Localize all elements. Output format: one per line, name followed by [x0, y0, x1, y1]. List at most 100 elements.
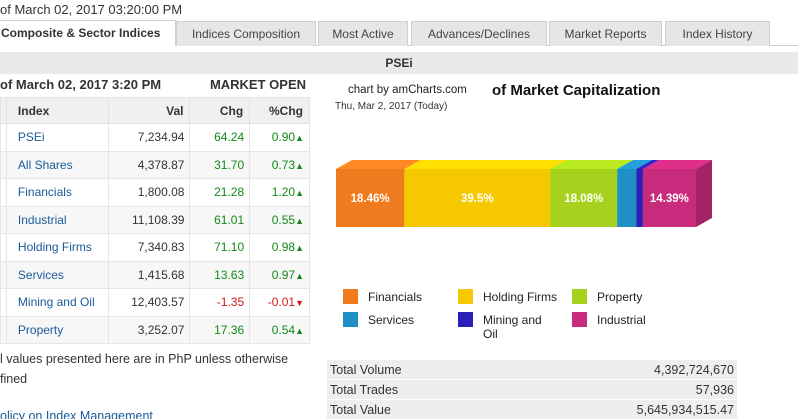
- index-link[interactable]: Mining and Oil: [5, 288, 109, 317]
- index-link[interactable]: Property: [5, 315, 109, 344]
- up-arrow-icon: ▲: [295, 215, 304, 226]
- index-value: 1,415.68: [107, 260, 191, 289]
- bar-segment-industrial[interactable]: 14.39%: [642, 160, 712, 227]
- up-arrow-icon: ▲: [295, 133, 304, 144]
- market-stats: Total Volume 4,392,724,670 Total Trades …: [327, 360, 737, 419]
- index-change: 71.10: [189, 233, 251, 262]
- stat-total-value: Total Value 5,645,934,515.47: [327, 400, 737, 419]
- chart-date: Thu, Mar 2, 2017 (Today): [335, 101, 448, 112]
- legend-swatch[interactable]: [458, 312, 473, 327]
- bar-data-label: 39.5%: [461, 193, 494, 205]
- index-change: 17.36: [189, 315, 251, 344]
- table-row: Property 3,252.07 17.36 0.54▲: [0, 315, 310, 344]
- legend-swatch[interactable]: [343, 312, 358, 327]
- stat-label: Total Trades: [330, 383, 399, 397]
- index-change: 13.63: [189, 260, 251, 289]
- index-change: 21.28: [189, 178, 251, 207]
- chart-title: of Market Capitalization: [492, 82, 661, 99]
- legend-label[interactable]: Financials: [368, 290, 423, 304]
- up-arrow-icon: ▲: [295, 325, 304, 336]
- up-arrow-icon: ▲: [295, 188, 304, 199]
- index-value: 11,108.39: [107, 205, 191, 234]
- table-date: of March 02, 2017 3:20 PM: [0, 77, 162, 92]
- index-change: 61.01: [189, 205, 251, 234]
- tab-index-history[interactable]: Index History: [665, 21, 770, 46]
- chart-credit[interactable]: chart by amCharts.com: [348, 84, 467, 96]
- table-row: PSEi 7,234.94 64.24 0.90▲: [0, 123, 310, 152]
- stat-value: 57,936: [695, 383, 734, 397]
- table-row: Holding Firms 7,340.83 71.10 0.98▲: [0, 233, 310, 262]
- col-header-chg: Chg: [189, 97, 251, 124]
- stat-value: 4,392,724,670: [654, 363, 734, 377]
- table-row: Services 1,415.68 13.63 0.97▲: [0, 260, 310, 289]
- legend-swatch[interactable]: [343, 289, 358, 304]
- table-row: Industrial 11,108.39 61.01 0.55▲: [0, 205, 310, 234]
- stat-value: 5,645,934,515.47: [636, 403, 734, 417]
- legend-swatch[interactable]: [458, 289, 473, 304]
- index-change: -1.35: [189, 288, 251, 317]
- col-header-pchg: %Chg: [249, 97, 310, 124]
- stat-label: Total Value: [330, 403, 391, 417]
- table-row: All Shares 4,378.87 31.70 0.73▲: [0, 150, 310, 179]
- index-pct-change: 0.55▲: [249, 205, 310, 234]
- up-arrow-icon: ▲: [295, 243, 304, 254]
- down-arrow-icon: ▼: [295, 298, 304, 309]
- index-value: 7,340.83: [107, 233, 191, 262]
- tab-bar: Composite & Sector Indices Indices Compo…: [0, 20, 798, 46]
- footnote: l values presented here are in PhP unles…: [0, 352, 289, 386]
- legend-label[interactable]: Industrial: [597, 313, 646, 327]
- tab-indices-composition[interactable]: Indices Composition: [176, 21, 316, 46]
- index-value: 3,252.07: [107, 315, 191, 344]
- bar-data-label: 18.46%: [351, 193, 390, 205]
- tab-most-active[interactable]: Most Active: [318, 21, 408, 46]
- index-link[interactable]: Services: [5, 260, 109, 289]
- index-pct-change: 0.97▲: [249, 260, 310, 289]
- stat-total-volume: Total Volume 4,392,724,670: [327, 360, 737, 380]
- index-value: 4,378.87: [107, 150, 191, 179]
- bar-segment-holding-firms[interactable]: 39.5%: [404, 160, 567, 227]
- index-pct-change: -0.01▼: [249, 288, 310, 317]
- legend-label[interactable]: Services: [368, 313, 415, 327]
- col-header-index: Index: [5, 97, 109, 124]
- bar-data-label: 14.39%: [650, 193, 689, 205]
- stat-total-trades: Total Trades 57,936: [327, 380, 737, 400]
- tab-advances-declines[interactable]: Advances/Declines: [411, 21, 547, 46]
- index-link[interactable]: Industrial: [5, 205, 109, 234]
- legend-swatch[interactable]: [572, 312, 587, 327]
- tab-market-reports[interactable]: Market Reports: [549, 21, 662, 46]
- page-timestamp: of March 02, 2017 03:20:00 PM: [0, 2, 183, 17]
- index-pct-change: 0.98▲: [249, 233, 310, 262]
- index-pct-change: 1.20▲: [249, 178, 310, 207]
- market-status: MARKET OPEN: [209, 77, 306, 92]
- market-cap-chart: chart by amCharts.com of Market Capitali…: [318, 76, 798, 346]
- index-pct-change: 0.54▲: [249, 315, 310, 344]
- policy-link[interactable]: olicy on Index Management: [0, 409, 153, 419]
- index-value: 7,234.94: [107, 123, 191, 152]
- col-header-val: Val: [107, 97, 191, 124]
- index-link[interactable]: Financials: [5, 178, 109, 207]
- index-link[interactable]: PSEi: [5, 123, 109, 152]
- stat-label: Total Volume: [330, 363, 402, 377]
- table-row: Financials 1,800.08 21.28 1.20▲: [0, 178, 310, 207]
- legend-label[interactable]: Mining and Oil: [483, 313, 542, 341]
- legend-label[interactable]: Property: [597, 290, 643, 304]
- index-value: 12,403.57: [107, 288, 191, 317]
- up-arrow-icon: ▲: [295, 160, 304, 171]
- indices-table: Index Val Chg %Chg PSEi 7,234.94 64.24 0.90…: [0, 97, 310, 344]
- index-change: 64.24: [189, 123, 251, 152]
- tab-composite-sector-indices[interactable]: Composite & Sector Indices: [0, 20, 176, 46]
- index-pct-change: 0.90▲: [249, 123, 310, 152]
- stacked-bar-svg: 18.46% 39.5% 18.08% 14.39%: [336, 160, 712, 227]
- table-header: of March 02, 2017 3:20 PM MARKET OPEN: [0, 77, 310, 96]
- index-heading: PSEi: [0, 52, 798, 74]
- index-change: 31.70: [189, 150, 251, 179]
- legend-label[interactable]: Holding Firms: [483, 290, 558, 304]
- index-pct-change: 0.73▲: [249, 150, 310, 179]
- legend-swatch[interactable]: [572, 289, 587, 304]
- up-arrow-icon: ▲: [295, 270, 304, 281]
- bar-data-label: 18.08%: [564, 193, 603, 205]
- index-link[interactable]: All Shares: [5, 150, 109, 179]
- index-value: 1,800.08: [107, 178, 191, 207]
- index-link[interactable]: Holding Firms: [5, 233, 109, 262]
- table-row: Mining and Oil 12,403.57 -1.35 -0.01▼: [0, 288, 310, 317]
